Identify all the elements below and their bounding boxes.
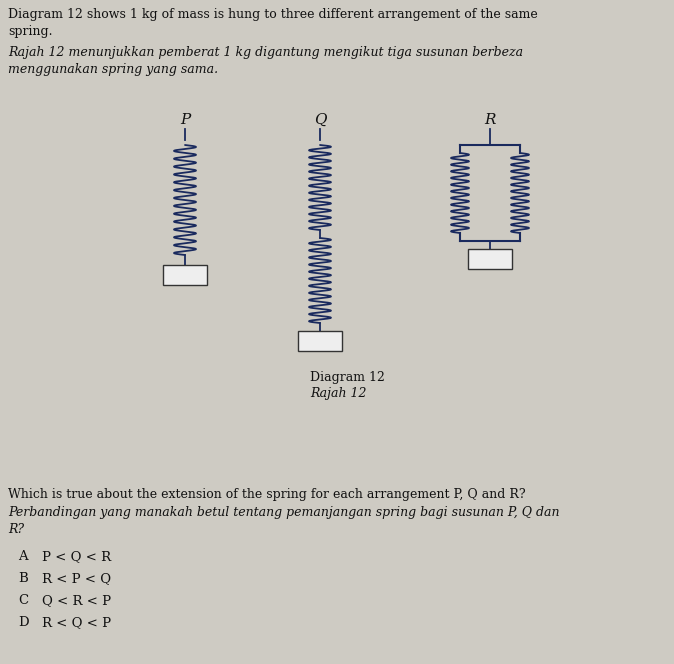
Bar — [298, 331, 342, 351]
Text: P < Q < R: P < Q < R — [42, 550, 111, 563]
Text: Rajah 12 menunjukkan pemberat 1 kg digantung mengikut tiga susunan berbeza
mengg: Rajah 12 menunjukkan pemberat 1 kg digan… — [8, 46, 523, 76]
Text: R < P < Q: R < P < Q — [42, 572, 111, 585]
Text: 1 kg: 1 kg — [478, 254, 502, 264]
Text: Rajah 12: Rajah 12 — [310, 387, 367, 400]
Text: A: A — [18, 550, 28, 563]
Text: 1 kg: 1 kg — [173, 270, 197, 280]
Text: R: R — [484, 113, 496, 127]
Text: Q < R < P: Q < R < P — [42, 594, 111, 607]
Text: D: D — [18, 616, 28, 629]
Text: B: B — [18, 572, 28, 585]
Text: Q: Q — [314, 113, 326, 127]
Text: 1 kg: 1 kg — [308, 336, 332, 346]
Text: Diagram 12: Diagram 12 — [310, 371, 385, 384]
Bar — [163, 265, 207, 285]
Text: R < Q < P: R < Q < P — [42, 616, 111, 629]
Bar — [468, 249, 512, 269]
Text: Perbandingan yang manakah betul tentang pemanjangan spring bagi susunan P, Q dan: Perbandingan yang manakah betul tentang … — [8, 506, 559, 536]
Text: P: P — [180, 113, 190, 127]
Text: Which is true about the extension of the spring for each arrangement P, Q and R?: Which is true about the extension of the… — [8, 488, 526, 501]
Text: Diagram 12 shows 1 kg of mass is hung to three different arrangement of the same: Diagram 12 shows 1 kg of mass is hung to… — [8, 8, 538, 38]
Text: C: C — [18, 594, 28, 607]
